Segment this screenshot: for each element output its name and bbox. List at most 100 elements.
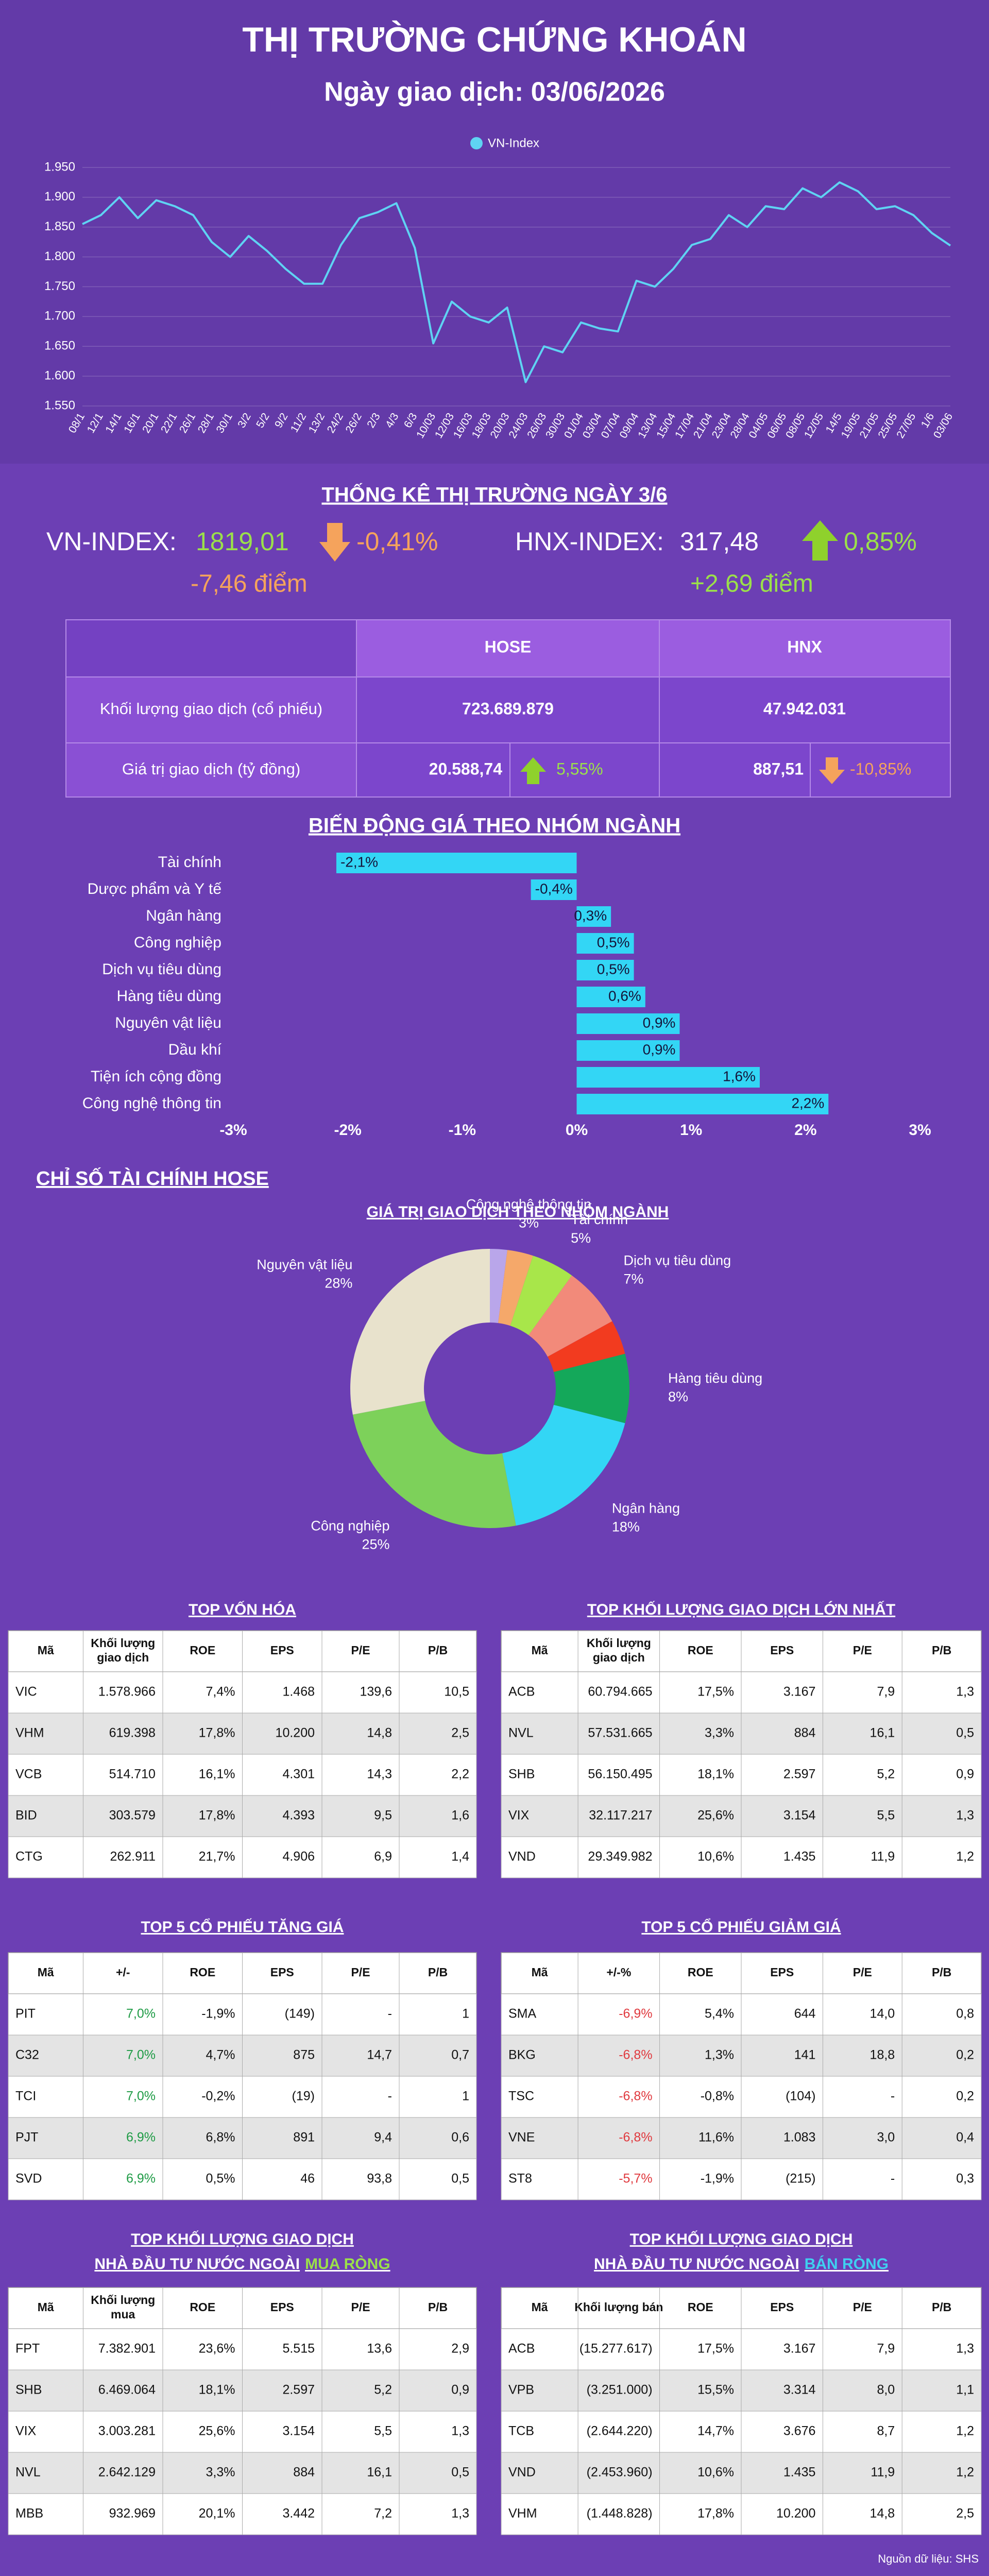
table-cell: SHB <box>508 1767 535 1782</box>
table-cell: 14,3 <box>367 1767 392 1782</box>
table-cell: 9,4 <box>374 2130 392 2145</box>
table-cell: 93,8 <box>367 2172 392 2186</box>
title-highlight: MUA RÒNG <box>305 2255 390 2273</box>
table-cell: 0,7 <box>451 2048 469 2062</box>
x-tick-label: -3% <box>219 1122 247 1139</box>
category-label: Dược phẩm và Y tế <box>88 880 222 897</box>
column-header: P/B <box>932 1965 951 1979</box>
cell-value: 723.689.879 <box>462 699 554 718</box>
column-header: EPS <box>770 2300 794 2314</box>
table-cell: CTG <box>15 1850 43 1864</box>
table-cell: 3.167 <box>783 1685 816 1699</box>
column-header: Khối lượng bán <box>574 2300 663 2314</box>
table-cell: 29.349.982 <box>588 1850 652 1864</box>
vn-index-label: VN-INDEX: <box>46 527 177 556</box>
table-cell: 17,8% <box>697 2506 734 2521</box>
table-cell: 7,4% <box>206 1685 235 1699</box>
table-cell: 303.579 <box>109 1808 156 1823</box>
table-cell: 7,0% <box>126 2048 156 2062</box>
title-highlight: BÁN RÒNG <box>805 2255 889 2273</box>
y-tick-label: 1.550 <box>44 398 75 412</box>
table-cell: 0,9 <box>451 2383 469 2397</box>
table-cell: PIT <box>15 2007 36 2021</box>
column-header: EPS <box>270 1643 294 1657</box>
table-cell: (19) <box>292 2089 315 2104</box>
table-cell: VNE <box>508 2130 535 2145</box>
table-cell: NVL <box>15 2465 41 2480</box>
value-label: 0,5% <box>597 961 630 977</box>
value-label: -2,1% <box>340 854 378 870</box>
row-label: Giá trị giao dịch (tỷ đồng) <box>122 760 300 778</box>
bar <box>576 933 634 954</box>
table-cell: -1,9% <box>201 2007 235 2021</box>
table-cell: FPT <box>15 2342 40 2356</box>
pie-label: Ngân hàng <box>612 1500 680 1516</box>
pie-label: Công nghiệp <box>311 1518 389 1533</box>
table-cell: 262.911 <box>110 1850 156 1864</box>
table-cell: 25,6% <box>199 2424 235 2438</box>
table-cell: SHB <box>15 2383 42 2397</box>
pie-value-label: 25% <box>362 1536 389 1552</box>
table-cell: - <box>891 2172 895 2186</box>
table-cell: 56.150.495 <box>588 1767 652 1782</box>
bar <box>576 1094 829 1114</box>
x-tick-label: -2% <box>334 1122 361 1139</box>
table-cell: 875 <box>293 2048 315 2062</box>
table-cell: (215) <box>786 2172 815 2186</box>
pie-slice <box>510 1256 572 1335</box>
table-cell: - <box>388 2007 392 2021</box>
table-cell: 14,0 <box>870 2007 895 2021</box>
column-header: P/B <box>428 1965 448 1979</box>
cell-change: -10,85% <box>850 759 911 778</box>
table-cell: ACB <box>508 2342 535 2356</box>
pie-slice <box>548 1321 625 1372</box>
column-header: ROE <box>190 2300 215 2314</box>
y-tick-label: 1.800 <box>44 249 75 263</box>
table-cell: 1,3 <box>956 2342 974 2356</box>
table-cell: -0,8% <box>701 2089 734 2104</box>
legend-label: VN-Index <box>488 136 539 150</box>
source: Nguồn dữ liệu: SHS <box>878 2552 979 2565</box>
table-cell: 1,6 <box>451 1808 469 1823</box>
table-cell: 17,5% <box>697 2342 734 2356</box>
column-header: Khối lượng <box>587 1636 651 1650</box>
table-cell: 0,5 <box>451 2465 469 2480</box>
pie-slice <box>350 1249 490 1415</box>
table-cell: VHM <box>15 1726 44 1740</box>
value-label: 0,5% <box>597 934 630 950</box>
table-cell: 11,9 <box>871 2465 895 2480</box>
table-cell: 10,5 <box>444 1685 469 1699</box>
table-cell: 9,5 <box>374 1808 392 1823</box>
up-arrow <box>802 520 838 561</box>
bar <box>576 1013 680 1034</box>
table-cell: - <box>388 2089 392 2104</box>
table-cell: VPB <box>508 2383 534 2397</box>
column-header: Mã <box>38 2300 54 2314</box>
bar <box>531 879 577 900</box>
table-cell: 1.083 <box>783 2130 816 2145</box>
table-cell: (149) <box>285 2007 315 2021</box>
category-label: Nguyên vật liệu <box>115 1014 221 1031</box>
table-title: NHÀ ĐẦU TƯ NƯỚC NGOÀI BÁN RÒNG <box>594 2255 889 2273</box>
table-cell: 6,9 <box>374 1850 392 1864</box>
column-header: P/E <box>853 1965 872 1979</box>
value-label: 0,3% <box>574 907 607 923</box>
table-cell: 884 <box>794 1726 816 1740</box>
column-header: EPS <box>270 2300 294 2314</box>
table-cell: 0,6 <box>451 2130 469 2145</box>
table-cell: 25,6% <box>697 1808 734 1823</box>
table-cell: 1.578.966 <box>98 1685 156 1699</box>
table-cell: 32.117.217 <box>589 1808 652 1823</box>
table-cell: -6,8% <box>619 2089 652 2104</box>
table-cell: 2,9 <box>451 2342 469 2356</box>
column-header: HNX <box>787 637 822 656</box>
value-label: 0,6% <box>608 988 641 1004</box>
hnx-index-change: 0,85% <box>844 527 917 556</box>
x-tick-label: 1% <box>680 1122 702 1139</box>
column-header: Mã <box>38 1965 54 1979</box>
table-cell: 0,9 <box>956 1767 974 1782</box>
table-cell: 17,8% <box>199 1808 235 1823</box>
bar-chart-title: BIẾN ĐỘNG GIÁ THEO NHÓM NGÀNH <box>309 814 680 837</box>
table-cell: -0,2% <box>201 2089 235 2104</box>
table-cell: ST8 <box>508 2172 532 2186</box>
